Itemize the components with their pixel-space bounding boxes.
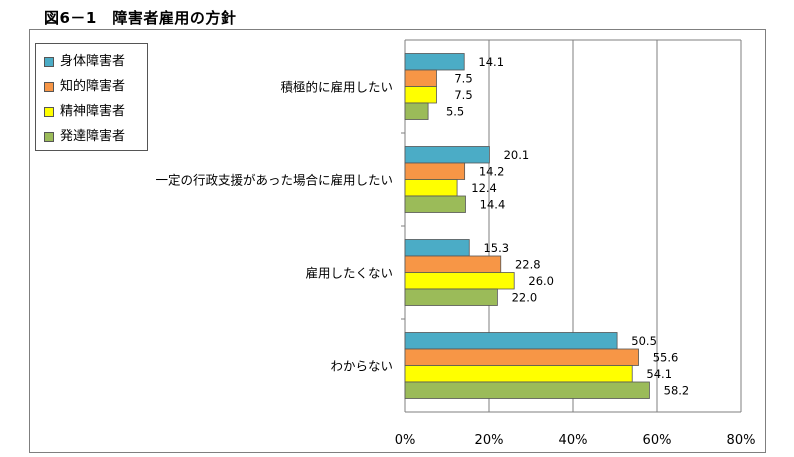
x-tick-label-3: 60% (643, 433, 672, 448)
bar-3-series-3 (404, 272, 515, 290)
bar-4-series-4 (404, 381, 650, 399)
value-label-3-series-2: 22.8 (515, 257, 541, 271)
bar-1-series-3 (404, 86, 437, 104)
legend-label-series-3: 精神障害者 (60, 104, 126, 119)
legend-item-series-2: 知的障害者 (44, 75, 125, 94)
category-label-1: 積極的に雇用したい (280, 80, 393, 95)
bar-3-series-1 (404, 239, 470, 257)
value-label-4-series-1: 50.5 (631, 334, 657, 348)
legend-label-series-4: 発達障害者 (60, 129, 126, 144)
bar-2-series-4 (404, 195, 466, 213)
bar-3-series-4 (404, 288, 498, 306)
bar-1-series-2 (404, 69, 437, 87)
chart-legend: 身体障害者 知的障害者 精神障害者 発達障害者 (35, 43, 148, 151)
chart-frame (29, 29, 766, 453)
figure-title: 図6－1 障害者雇用の方針 (44, 9, 237, 27)
category-label-4: わからない (330, 359, 393, 374)
bar-4-series-2 (404, 348, 639, 366)
value-label-1-series-2: 7.5 (454, 71, 472, 85)
value-label-2-series-1: 20.1 (504, 148, 530, 162)
value-label-3-series-4: 22.0 (512, 290, 538, 304)
bar-2-series-2 (404, 162, 466, 180)
bar-4-series-3 (404, 365, 633, 383)
bar-1-series-4 (404, 102, 429, 120)
category-label-2: 一定の行政支援があった場合に雇用したい (155, 173, 393, 188)
legend-item-series-3: 精神障害者 (44, 100, 125, 119)
bar-2-series-3 (404, 179, 458, 197)
value-label-4-series-3: 54.1 (646, 367, 672, 381)
legend-item-series-1: 身体障害者 (44, 50, 125, 69)
bar-2-series-1 (404, 146, 490, 164)
legend-item-series-4: 発達障害者 (44, 125, 125, 144)
legend-swatch-series-1 (44, 56, 54, 67)
x-tick-label-4: 80% (727, 433, 756, 448)
value-label-2-series-2: 14.2 (479, 164, 505, 178)
legend-label-series-2: 知的障害者 (60, 79, 126, 94)
value-label-1-series-1: 14.1 (478, 55, 504, 69)
legend-swatch-series-2 (44, 81, 54, 92)
value-label-4-series-4: 58.2 (664, 383, 690, 397)
x-tick-label-2: 40% (559, 433, 588, 448)
bar-1-series-1 (404, 53, 465, 71)
value-label-3-series-1: 15.3 (483, 241, 509, 255)
value-label-1-series-3: 7.5 (454, 88, 472, 102)
value-label-2-series-3: 12.4 (471, 181, 497, 195)
value-label-1-series-4: 5.5 (446, 104, 464, 118)
legend-swatch-series-4 (44, 131, 54, 142)
bar-3-series-2 (404, 255, 502, 273)
legend-swatch-series-3 (44, 106, 54, 117)
value-label-3-series-3: 26.0 (528, 274, 554, 288)
value-label-2-series-4: 14.4 (480, 197, 506, 211)
x-tick-label-1: 20% (475, 433, 504, 448)
bar-4-series-1 (404, 332, 618, 350)
x-tick-label-0: 0% (395, 433, 416, 448)
category-label-3: 雇用したくない (305, 266, 393, 281)
value-label-4-series-2: 55.6 (653, 350, 679, 364)
legend-label-series-1: 身体障害者 (60, 54, 126, 69)
